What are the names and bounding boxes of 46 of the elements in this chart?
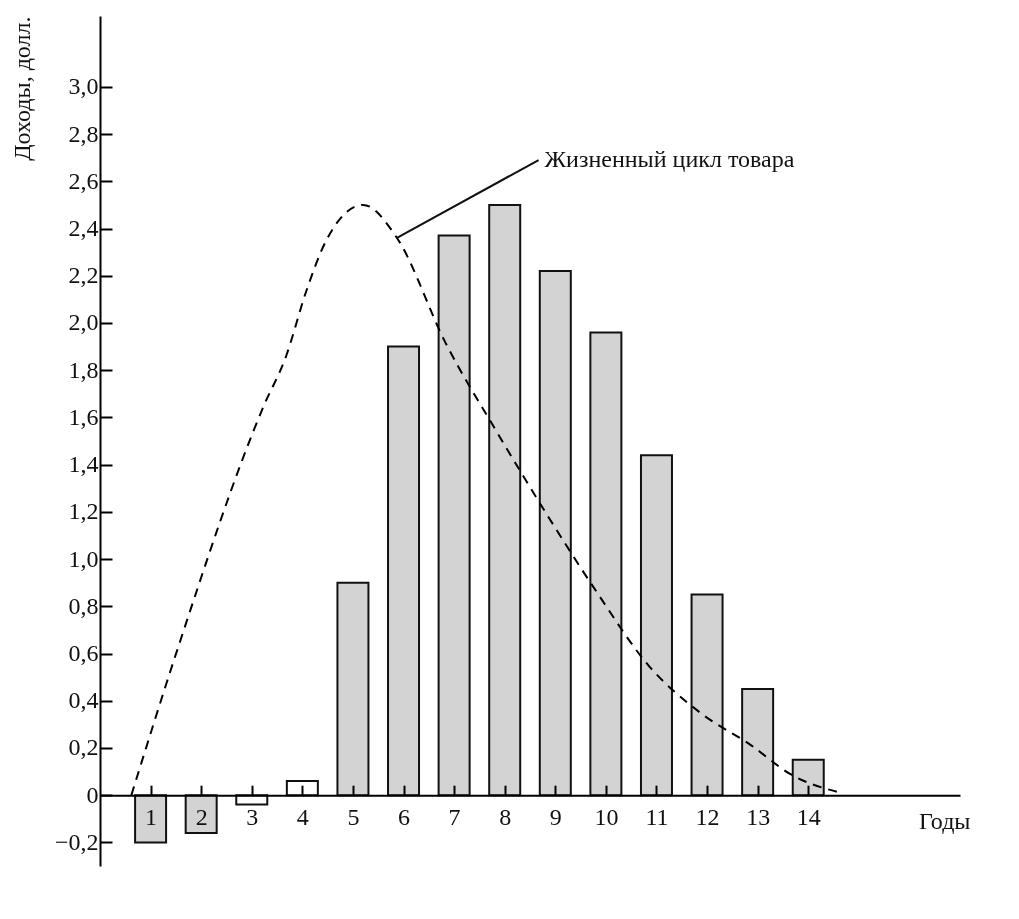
y-tick-label: 1,2: [68, 498, 99, 525]
bar: [791, 758, 825, 797]
x-tick-label: 5: [347, 803, 360, 830]
x-tick-label: 4: [296, 803, 309, 830]
annotation: Жизненный цикл товара: [544, 146, 795, 173]
x-tick-label: 1: [145, 803, 158, 830]
x-tick-label: 10: [594, 803, 619, 830]
bar: [387, 345, 421, 797]
bar: [741, 687, 775, 797]
y-tick-label: 3,0: [68, 73, 99, 100]
x-tick-label: 13: [746, 803, 771, 830]
y-tick-label: 2,0: [68, 309, 99, 336]
bar: [285, 780, 319, 797]
y-axis-title: Доходы, долл.: [8, 16, 35, 161]
bar: [538, 270, 572, 797]
bar: [690, 593, 724, 797]
y-tick-label: 0,2: [68, 734, 99, 761]
x-tick-label: 14: [796, 803, 821, 830]
y-tick-label: −0,2: [54, 828, 99, 855]
y-tick-label: 2,6: [68, 167, 99, 194]
y-tick-label: 1,8: [68, 356, 99, 383]
x-tick-label: 11: [645, 803, 669, 830]
x-tick-label: 6: [398, 803, 411, 830]
bar: [589, 331, 623, 797]
x-tick-label: 8: [499, 803, 512, 830]
y-tick-label: 1,6: [68, 403, 99, 430]
y-tick-label: 0,6: [68, 640, 99, 666]
x-axis-title: Годы: [919, 807, 971, 834]
y-tick-label: 2,2: [68, 262, 99, 289]
bar: [488, 203, 522, 797]
bar: [437, 234, 471, 797]
x-tick-label: 9: [549, 803, 562, 830]
y-tick-label: 1,0: [68, 545, 99, 572]
x-tick-label: 2: [195, 803, 208, 830]
bar: [134, 794, 168, 844]
y-tick-label: 0,8: [68, 592, 99, 619]
y-tick-label: 2,8: [68, 120, 99, 147]
x-tick-label: 3: [246, 803, 259, 830]
bar: [336, 581, 370, 797]
y-tick-label: 0: [86, 781, 99, 808]
x-tick-label: 7: [448, 803, 461, 830]
x-tick-label: 12: [695, 803, 720, 830]
y-tick-label: 0,4: [68, 687, 99, 714]
bar: [639, 454, 673, 797]
y-tick-label: 2,4: [68, 215, 99, 241]
y-tick-label: 1,4: [68, 451, 99, 478]
